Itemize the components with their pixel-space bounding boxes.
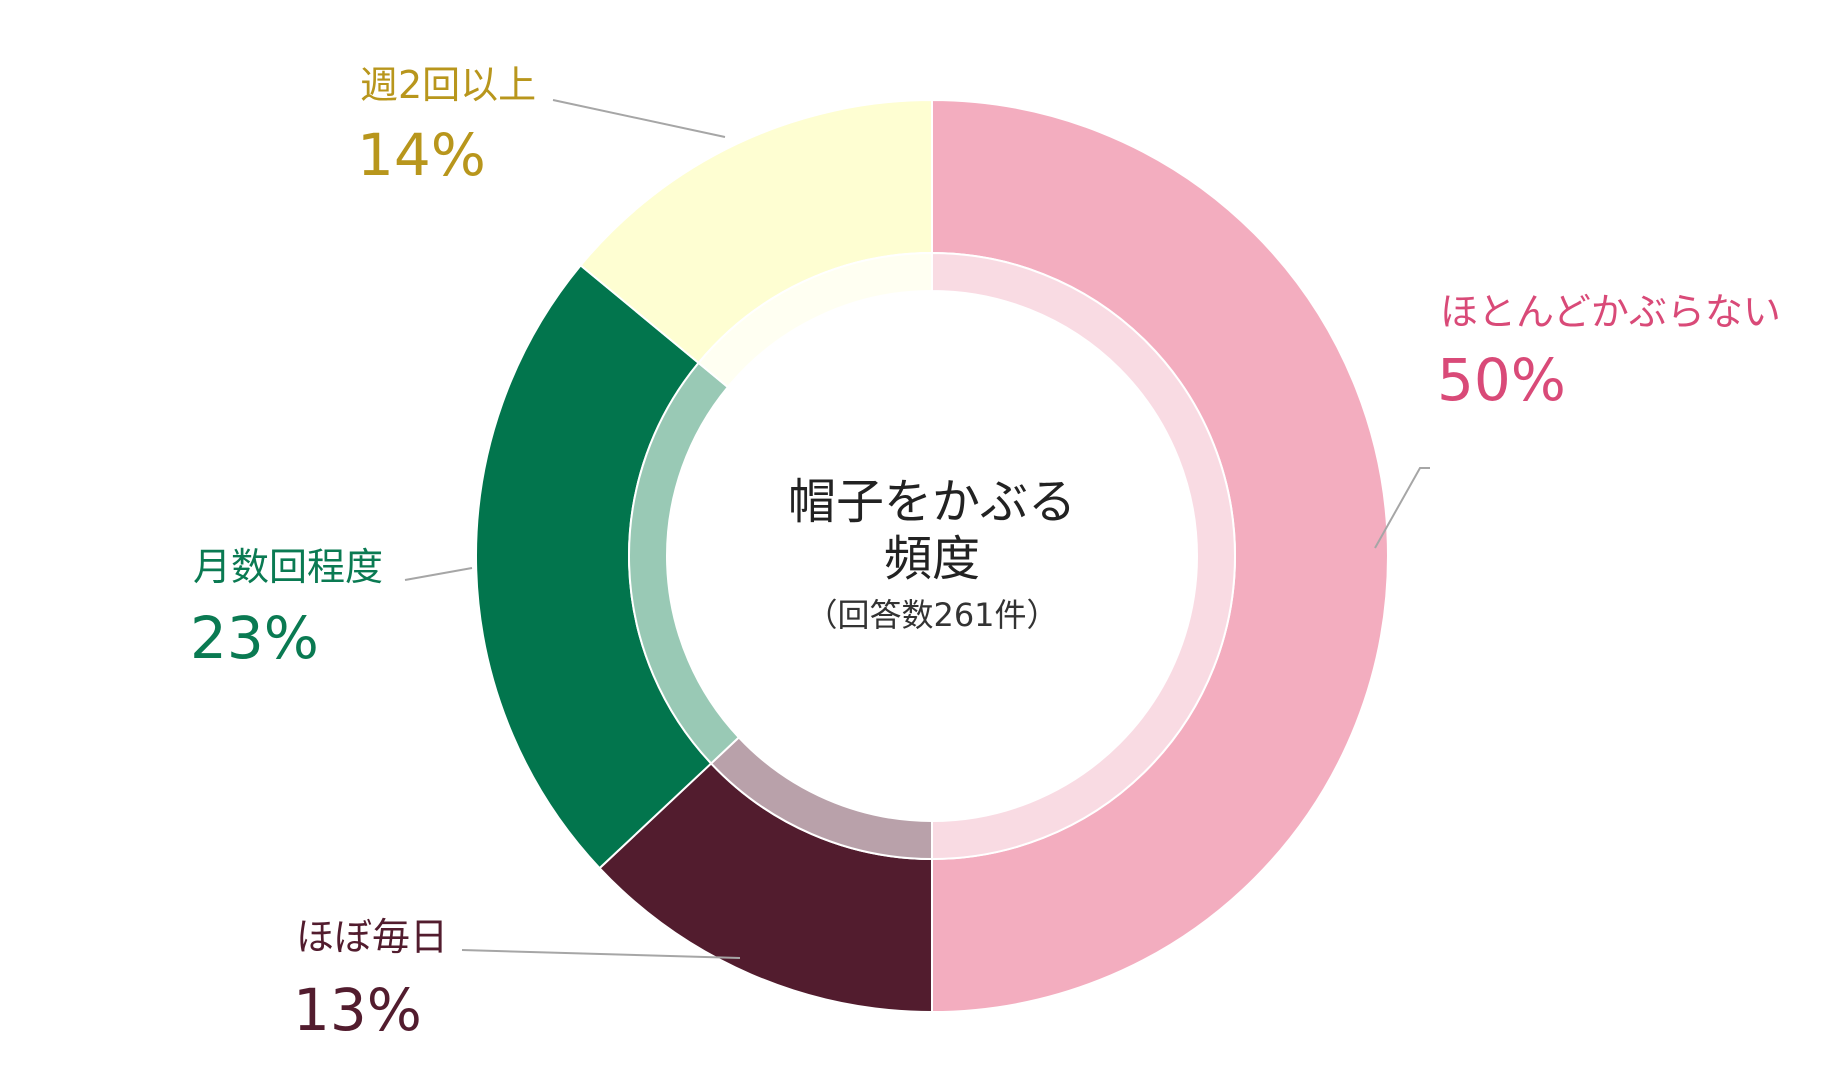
- chart-title-line-1: 帽子をかぶる: [788, 474, 1076, 530]
- chart-title-line-2: 頻度: [884, 531, 980, 587]
- slice-label-group-1: ほぼ毎日 13%: [293, 915, 448, 1044]
- chart-subtitle: （回答数261件）: [805, 596, 1058, 634]
- leader-lines-layer: [404, 99, 1430, 959]
- slice-label-group-0: ほとんどかぶらない 50%: [1437, 290, 1781, 414]
- slice-label-group-3: 週2回以上 14%: [357, 63, 536, 189]
- slice-label-group-2: 月数回程度 23%: [190, 545, 383, 672]
- slice-label-1: ほぼ毎日: [296, 915, 448, 959]
- slice-label-3: 週2回以上: [360, 63, 536, 107]
- leader-line-2: [404, 567, 473, 581]
- slice-value-label-3: 14%: [357, 121, 486, 189]
- slices-layer: [475, 98, 1389, 1014]
- slice-value-label-2: 23%: [190, 604, 319, 672]
- donut-inner-ring-3: [697, 251, 933, 389]
- inner-ring-layer: [628, 251, 1236, 861]
- leader-line-1: [461, 949, 741, 959]
- donut-slice-2: [475, 263, 713, 870]
- slice-value-label-0: 50%: [1437, 346, 1566, 414]
- slice-value-label-1: 13%: [293, 976, 422, 1044]
- center-label: 帽子をかぶる 頻度 （回答数261件）: [788, 474, 1076, 634]
- slice-label-0: ほとんどかぶらない: [1440, 290, 1781, 334]
- donut-slice-0: [931, 98, 1389, 1014]
- leader-line-0: [1374, 467, 1430, 549]
- slice-label-2: 月数回程度: [193, 545, 383, 589]
- leader-line-3: [552, 99, 726, 138]
